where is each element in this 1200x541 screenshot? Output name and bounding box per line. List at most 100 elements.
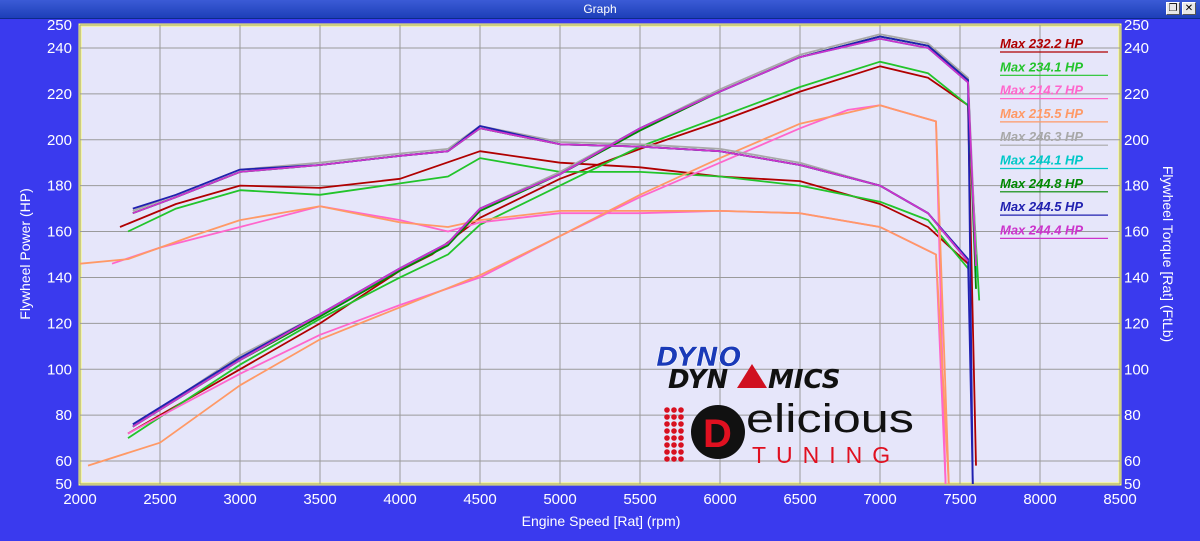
y-right-tick-label: 140 bbox=[1124, 269, 1149, 286]
y-left-tick-label: 60 bbox=[55, 453, 72, 470]
x-tick-label: 4500 bbox=[463, 491, 496, 508]
x-tick-label: 4000 bbox=[383, 491, 416, 508]
logo-d-initial: D bbox=[703, 412, 732, 456]
x-tick-labels: 2000 2500 3000 3500 4000 4500 5000 5500 6000 6500… bbox=[63, 491, 1136, 508]
y-left-tick-labels: 50 60 80 100 120 140 160 180 200 220 240 250 bbox=[47, 17, 72, 493]
logo-dots-icon bbox=[664, 407, 684, 462]
series-8-power-line bbox=[132, 37, 977, 428]
logo-dot bbox=[678, 449, 684, 455]
logo-dot bbox=[664, 421, 670, 427]
x-axis-label: Engine Speed [Rat] (rpm) bbox=[522, 513, 681, 529]
legend-entry: Max 234.1 HP bbox=[1000, 59, 1083, 74]
close-icon[interactable]: ✕ bbox=[1182, 2, 1196, 15]
x-tick-label: 2000 bbox=[63, 491, 96, 508]
logo-dot bbox=[664, 449, 670, 455]
logo-dot bbox=[678, 407, 684, 413]
x-tick-label: 8000 bbox=[1023, 491, 1056, 508]
logo-dot bbox=[664, 435, 670, 441]
series-lines bbox=[80, 33, 981, 484]
y-right-tick-label: 120 bbox=[1124, 315, 1149, 332]
logo-dot bbox=[664, 428, 670, 434]
x-tick-label: 5000 bbox=[543, 491, 576, 508]
y-left-tick-label: 100 bbox=[47, 361, 72, 378]
y-left-tick-label: 140 bbox=[47, 269, 72, 286]
legend-entry: Max 244.8 HP bbox=[1000, 176, 1083, 191]
x-tick-label: 2500 bbox=[143, 491, 176, 508]
y-right-tick-label: 180 bbox=[1124, 178, 1149, 195]
logo-brand-sub: TUNING bbox=[752, 442, 900, 468]
y-left-axis-label: Flywheel Power (HP) bbox=[17, 188, 33, 319]
legend: Max 232.2 HP Max 234.1 HP Max 214.7 HP Max … bbox=[1000, 36, 1108, 239]
y-right-tick-label: 100 bbox=[1124, 361, 1149, 378]
x-tick-label: 6500 bbox=[783, 491, 816, 508]
logo-dot bbox=[678, 435, 684, 441]
logo-dot bbox=[671, 428, 677, 434]
y-left-tick-label: 250 bbox=[47, 17, 72, 34]
logo-dot bbox=[671, 456, 677, 462]
restore-icon[interactable]: ❐ bbox=[1166, 2, 1180, 15]
logo-dot bbox=[678, 442, 684, 448]
y-right-tick-label: 240 bbox=[1124, 40, 1149, 57]
series-1-power-line bbox=[127, 60, 981, 439]
x-tick-label: 7500 bbox=[943, 491, 976, 508]
y-left-tick-label: 120 bbox=[47, 315, 72, 332]
y-left-tick-label: 240 bbox=[47, 40, 72, 57]
logo-dyn-text: DYN bbox=[668, 365, 728, 395]
window-title: Graph bbox=[583, 2, 617, 16]
y-right-tick-label: 250 bbox=[1124, 17, 1149, 34]
legend-entry: Max 244.1 HP bbox=[1000, 153, 1083, 168]
series-8-torque-line bbox=[132, 127, 969, 262]
delicious-tuning-logo: D elicious TUNING bbox=[664, 397, 914, 468]
logo-dot bbox=[671, 414, 677, 420]
logo-dot bbox=[678, 456, 684, 462]
dyno-dynamics-logo: DYNO DYN MICS bbox=[656, 342, 841, 395]
x-tick-label: 8500 bbox=[1103, 491, 1136, 508]
logo-d-badge-icon bbox=[691, 405, 745, 459]
logo-dot bbox=[678, 421, 684, 427]
x-tick-label: 3000 bbox=[223, 491, 256, 508]
logo-dot bbox=[664, 414, 670, 420]
x-tick-label: 3500 bbox=[303, 491, 336, 508]
y-right-tick-label: 160 bbox=[1124, 224, 1149, 241]
y-right-tick-label: 200 bbox=[1124, 132, 1149, 149]
logo-dot bbox=[671, 407, 677, 413]
legend-entry: Max 214.7 HP bbox=[1000, 83, 1083, 98]
logo-a-triangle-icon bbox=[737, 364, 767, 388]
logo-brand-word: elicious bbox=[746, 397, 914, 441]
y-right-axis-label: Flywheel Torque [Rat] (FtLb) bbox=[1160, 166, 1176, 342]
y-right-tick-label: 80 bbox=[1124, 407, 1141, 424]
x-tick-label: 7000 bbox=[863, 491, 896, 508]
window-titlebar: Graph ❐ ✕ bbox=[0, 0, 1200, 19]
y-left-tick-label: 220 bbox=[47, 86, 72, 103]
logo-mics-text: MICS bbox=[768, 365, 840, 395]
y-left-tick-label: 200 bbox=[47, 132, 72, 149]
y-left-tick-label: 160 bbox=[47, 224, 72, 241]
logo-dot bbox=[678, 414, 684, 420]
x-tick-label: 6000 bbox=[703, 491, 736, 508]
series-0-power-line bbox=[127, 65, 977, 466]
y-left-tick-label: 180 bbox=[47, 178, 72, 195]
y-right-tick-labels: 50 60 80 100 120 140 160 180 200 220 240 250 bbox=[1124, 17, 1149, 493]
series-3-power-line bbox=[87, 104, 950, 484]
legend-entry: Max 232.2 HP bbox=[1000, 36, 1083, 51]
logo-dot bbox=[664, 407, 670, 413]
legend-entry: Max 244.5 HP bbox=[1000, 199, 1083, 214]
series-3-torque-line bbox=[80, 205, 950, 484]
y-right-tick-label: 220 bbox=[1124, 86, 1149, 103]
legend-entry: Max 244.4 HP bbox=[1000, 222, 1083, 237]
y-right-tick-label: 50 bbox=[1124, 476, 1141, 493]
logo-dot bbox=[664, 442, 670, 448]
logo-dot bbox=[664, 456, 670, 462]
logo-dot bbox=[671, 435, 677, 441]
y-left-tick-label: 50 bbox=[55, 476, 72, 493]
legend-entry: Max 215.5 HP bbox=[1000, 106, 1083, 121]
logo-dot bbox=[678, 428, 684, 434]
logo-dot bbox=[671, 421, 677, 427]
series-1-torque-line bbox=[127, 157, 969, 269]
y-left-tick-label: 80 bbox=[55, 407, 72, 424]
logo-dot bbox=[671, 442, 677, 448]
x-tick-label: 5500 bbox=[623, 491, 656, 508]
series-0-torque-line bbox=[119, 150, 969, 265]
legend-entry: Max 246.3 HP bbox=[1000, 129, 1083, 144]
